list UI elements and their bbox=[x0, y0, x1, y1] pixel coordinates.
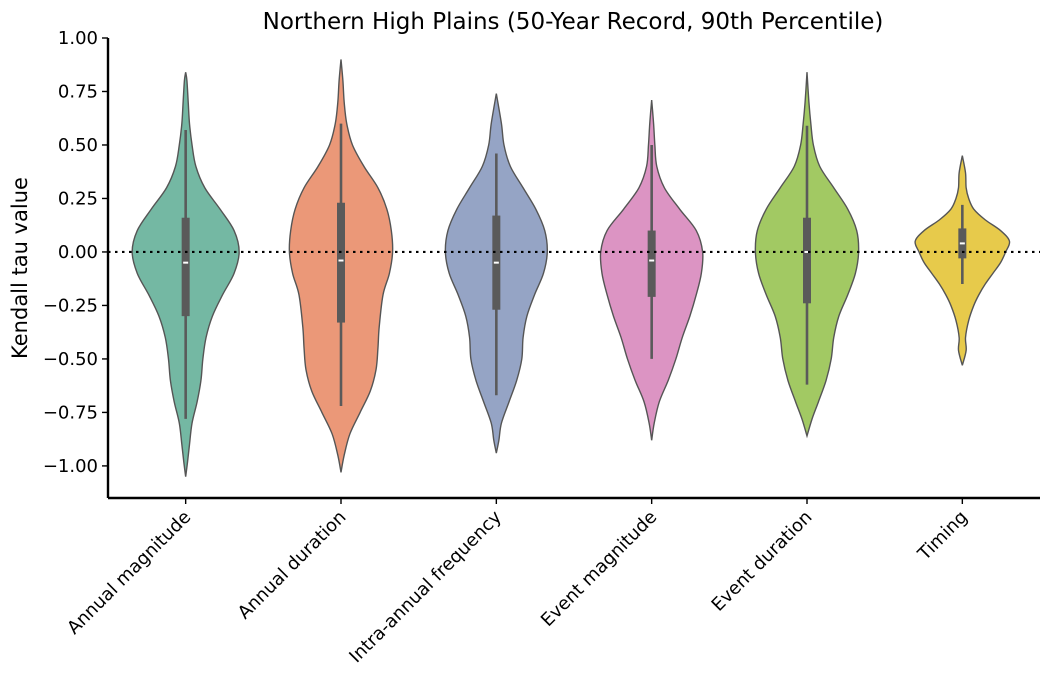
violin-1 bbox=[131, 72, 240, 477]
violin-median-6 bbox=[959, 242, 965, 245]
violin-iqr-box-2 bbox=[337, 202, 345, 323]
violin-4 bbox=[599, 99, 704, 441]
x-tick-label: Timing bbox=[913, 507, 972, 566]
chart-title: Northern High Plains (50-Year Record, 90… bbox=[263, 9, 884, 35]
violin-iqr-box-5 bbox=[803, 217, 811, 304]
x-tick-label: Event duration bbox=[708, 507, 817, 616]
violin-iqr-box-1 bbox=[181, 217, 190, 317]
y-tick-label: 0.25 bbox=[58, 188, 98, 209]
x-axis: Annual magnitude Annual durationIntra-ann… bbox=[63, 496, 1040, 667]
y-tick-label: −0.75 bbox=[43, 402, 98, 423]
violin-5 bbox=[754, 72, 860, 439]
violin-3 bbox=[444, 93, 549, 454]
x-tick-label: Annual magnitude bbox=[63, 507, 195, 639]
y-tick-label: −1.00 bbox=[43, 456, 98, 477]
violin-median-3 bbox=[493, 261, 499, 264]
violin-median-1 bbox=[183, 261, 189, 264]
y-tick-label: −0.50 bbox=[43, 349, 98, 370]
violins-group bbox=[131, 59, 1011, 477]
violin-median-4 bbox=[649, 259, 655, 262]
violin-6 bbox=[914, 155, 1011, 366]
y-tick-label: −0.25 bbox=[43, 295, 98, 316]
violin-median-5 bbox=[804, 250, 810, 253]
x-tick-label: Event magnitude bbox=[537, 507, 661, 631]
violin-iqr-box-4 bbox=[647, 230, 656, 297]
y-tick-label: 1.00 bbox=[58, 28, 98, 49]
y-axis-label: Kendall tau value bbox=[8, 177, 32, 359]
y-axis: 1.00 0.75 0.50 0.25 0.00 −0.25 −0.50 −0.75 −1.00 bbox=[43, 28, 110, 498]
x-tick-label: Annual duration bbox=[234, 507, 351, 624]
y-tick-label: 0.00 bbox=[58, 242, 98, 263]
violin-2 bbox=[288, 59, 394, 473]
violin-median-2 bbox=[338, 259, 344, 262]
y-tick-label: 0.50 bbox=[58, 135, 98, 156]
x-tick-label: Intra-annual frequency bbox=[345, 506, 506, 667]
y-tick-label: 0.75 bbox=[58, 81, 98, 102]
